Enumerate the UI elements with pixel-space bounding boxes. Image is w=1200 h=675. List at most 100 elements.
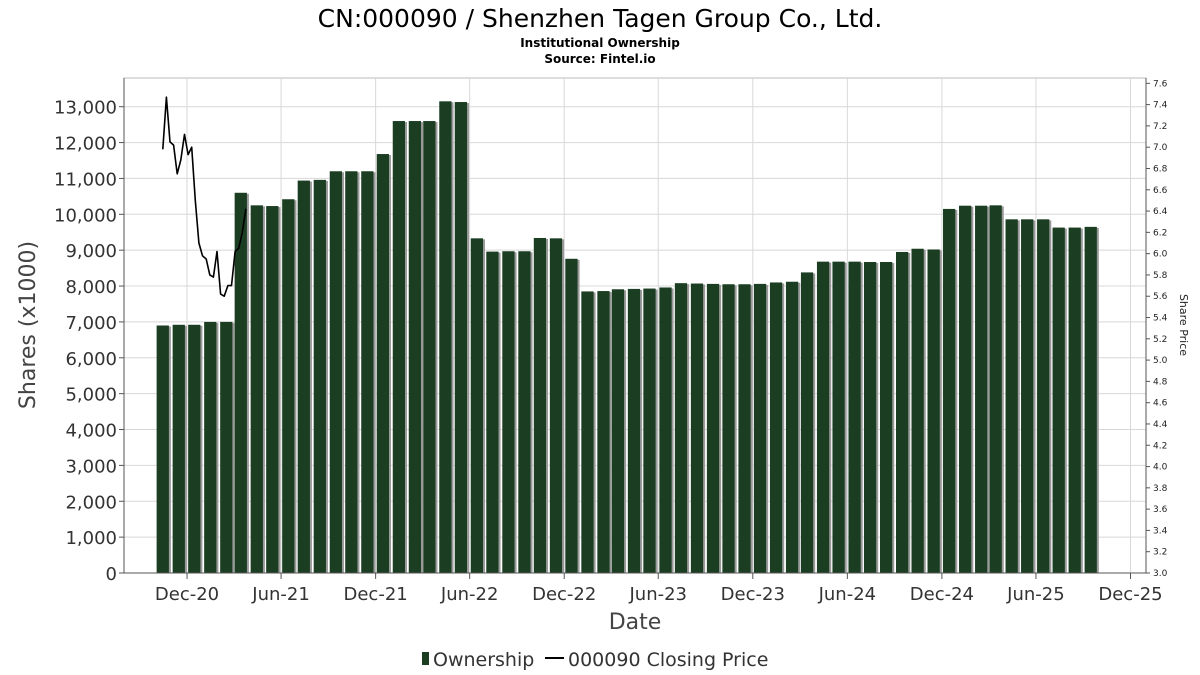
- y-axis-label: Shares (x1000): [16, 241, 41, 409]
- y-tick-label: 6,000: [65, 349, 117, 370]
- ownership-bar: [518, 251, 531, 573]
- y2-tick-label: 6.4: [1153, 207, 1168, 217]
- chart-subtitle: Institutional Ownership: [520, 36, 680, 50]
- ownership-bar: [454, 102, 468, 574]
- y2-tick-label: 5.8: [1153, 271, 1168, 281]
- ownership-bar: [345, 171, 358, 573]
- legend-ownership-swatch: [422, 652, 429, 665]
- y-tick-label: 1,000: [65, 528, 117, 549]
- y2-tick-label: 5.6: [1153, 292, 1168, 302]
- y-tick-label: 13,000: [54, 98, 117, 119]
- ownership-bar: [204, 321, 217, 573]
- ownership-bar: [1037, 219, 1050, 573]
- ownership-bar: [706, 283, 720, 573]
- y2-tick-label: 3.0: [1153, 569, 1168, 579]
- y2-axis-ticks: 3.0 3.2 3.4 3.6 3.8 4.0 4.2 4.4 4.6 4.8 5.0 5.2 5.4 5…: [1146, 79, 1168, 579]
- y-tick-label: 12,000: [54, 134, 117, 155]
- ownership-bar: [674, 283, 688, 573]
- legend-price-label: 000090 Closing Price: [568, 649, 768, 671]
- legend: Ownership 000090 Closing Price: [422, 649, 768, 671]
- ownership-bar: [329, 171, 342, 573]
- ownership-bar: [927, 249, 940, 573]
- ownership-bar: [502, 251, 515, 573]
- ownership-bar: [1068, 227, 1081, 573]
- y2-tick-label: 7.2: [1153, 122, 1167, 132]
- ownership-bar: [188, 324, 201, 573]
- chart-header: CN:000090 / Shenzhen Tagen Group Co., Lt…: [318, 4, 883, 66]
- y2-tick-label: 3.2: [1153, 548, 1167, 558]
- ownership-bar: [282, 199, 295, 573]
- ownership-bar: [376, 154, 389, 574]
- y2-tick-label: 5.4: [1153, 314, 1168, 324]
- price-line: [162, 96, 247, 297]
- ownership-bar: [895, 251, 909, 573]
- y2-tick-label: 7.0: [1153, 143, 1168, 153]
- y-axis-ticks: 0 1,000 2,000 3,000 4,000 5,000 6,000 7,000 8,00…: [54, 98, 124, 585]
- ownership-bar: [690, 283, 704, 573]
- x-tick-label: Jun-25: [1006, 584, 1065, 605]
- ownership-bar: [879, 262, 893, 573]
- x-tick-label: Dec-25: [1098, 584, 1162, 605]
- x-tick-label: Dec-24: [910, 584, 974, 605]
- ownership-bar: [549, 238, 563, 573]
- ownership-bar: [250, 205, 263, 573]
- chart-source: Source: Fintel.io: [544, 52, 655, 66]
- y2-tick-label: 4.0: [1153, 463, 1168, 473]
- x-tick-label: Dec-21: [344, 584, 408, 605]
- ownership-bar: [234, 192, 247, 574]
- y2-tick-label: 7.6: [1153, 79, 1168, 89]
- x-axis-ticks: Dec-20 Jun-21 Dec-21 Jun-22 Dec-22 Jun-23 Dec-…: [155, 573, 1163, 605]
- ownership-bar: [565, 258, 578, 573]
- y2-tick-label: 7.4: [1153, 101, 1168, 111]
- y-tick-label: 5,000: [65, 385, 117, 406]
- y2-tick-label: 5.0: [1153, 356, 1168, 366]
- ownership-bar: [597, 291, 610, 573]
- x-tick-label: Dec-23: [721, 584, 785, 605]
- y2-tick-label: 3.8: [1153, 484, 1168, 494]
- ownership-bar: [816, 261, 830, 573]
- y2-tick-label: 4.4: [1153, 420, 1168, 430]
- ownership-bar: [423, 121, 436, 573]
- y2-tick-label: 4.8: [1153, 377, 1168, 387]
- ownership-bar: [800, 272, 814, 573]
- y2-tick-label: 6.2: [1153, 228, 1167, 238]
- ownership-bar: [486, 251, 499, 573]
- ownership-bar: [943, 208, 956, 573]
- ownership-bar: [738, 284, 751, 573]
- x-tick-label: Jun-21: [251, 584, 310, 605]
- ownership-bars: [156, 101, 1099, 574]
- y-tick-label: 10,000: [54, 205, 117, 226]
- ownership-bar: [172, 324, 185, 573]
- ownership-bar: [643, 288, 656, 573]
- x-tick-label: Jun-22: [440, 584, 499, 605]
- y2-tick-label: 6.8: [1153, 164, 1168, 174]
- ownership-bar: [1021, 219, 1034, 573]
- ownership-bar: [611, 289, 625, 573]
- chart-title: CN:000090 / Shenzhen Tagen Group Co., Lt…: [318, 4, 883, 33]
- ownership-bar: [156, 325, 169, 573]
- ownership-bar: [722, 284, 735, 573]
- x-tick-label: Jun-24: [818, 584, 877, 605]
- ownership-bar: [769, 282, 783, 573]
- ownership-bar: [1084, 226, 1097, 573]
- ownership-bar: [911, 248, 924, 573]
- y2-axis-label: Share Price: [1177, 294, 1190, 356]
- ownership-bar: [1005, 219, 1018, 573]
- ownership-bar: [975, 205, 988, 573]
- y2-tick-label: 6.6: [1153, 186, 1168, 196]
- ownership-bar: [959, 205, 972, 573]
- y2-tick-label: 5.2: [1153, 335, 1167, 345]
- x-tick-label: Dec-20: [155, 584, 219, 605]
- ownership-bar: [832, 261, 845, 573]
- ownership-bar: [313, 179, 326, 573]
- ownership-bar: [266, 206, 279, 573]
- y-tick-label: 11,000: [54, 169, 117, 190]
- ownership-bar: [533, 237, 547, 573]
- y2-tick-label: 3.6: [1153, 505, 1168, 515]
- ownership-bar: [989, 205, 1002, 573]
- y-tick-label: 9,000: [65, 241, 117, 262]
- ownership-bar: [408, 121, 422, 573]
- ownership-bar: [220, 321, 233, 573]
- ownership-bar: [439, 101, 452, 573]
